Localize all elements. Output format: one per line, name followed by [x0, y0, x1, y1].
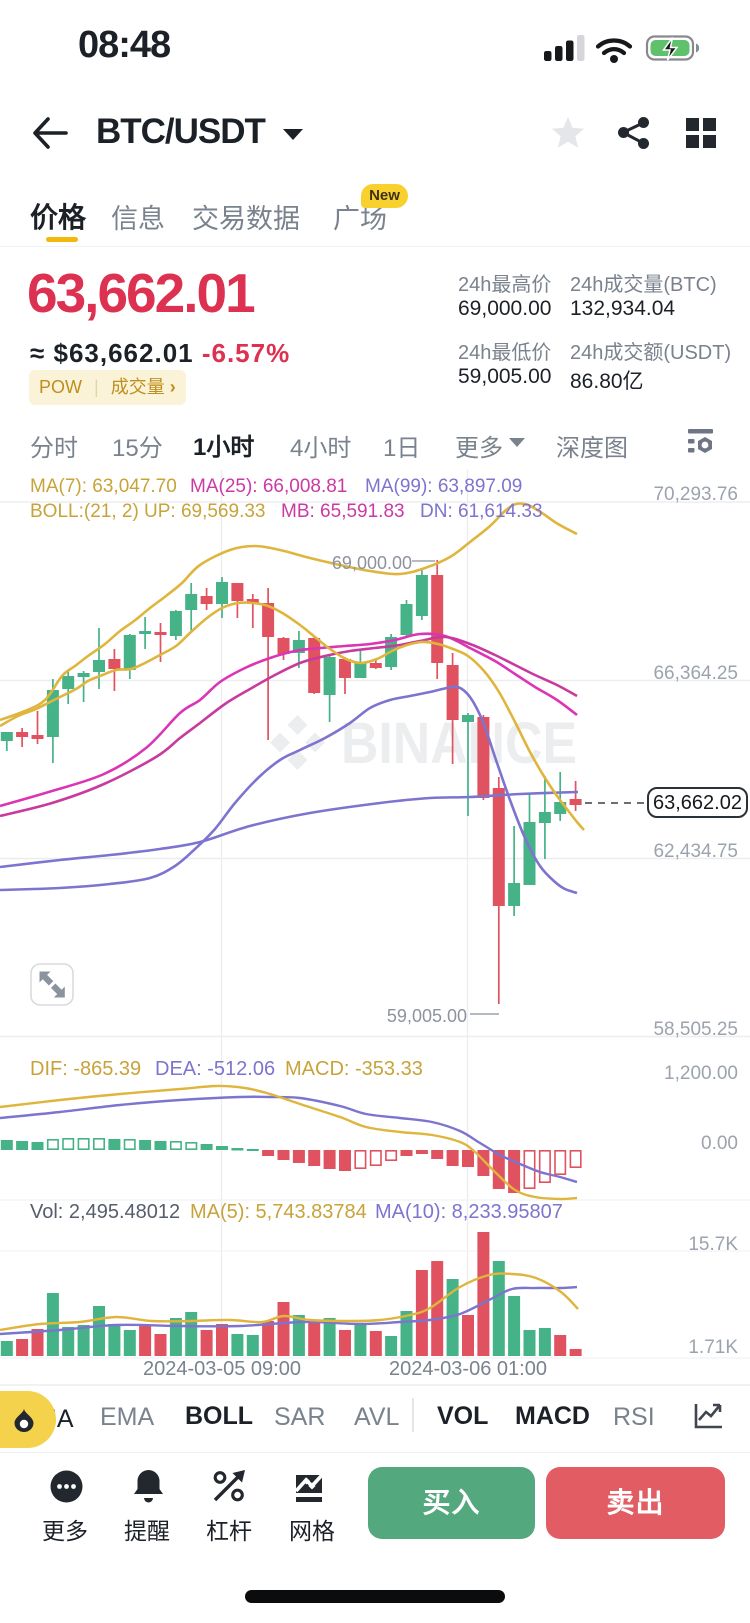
- svg-text:BINANCE: BINANCE: [341, 711, 577, 776]
